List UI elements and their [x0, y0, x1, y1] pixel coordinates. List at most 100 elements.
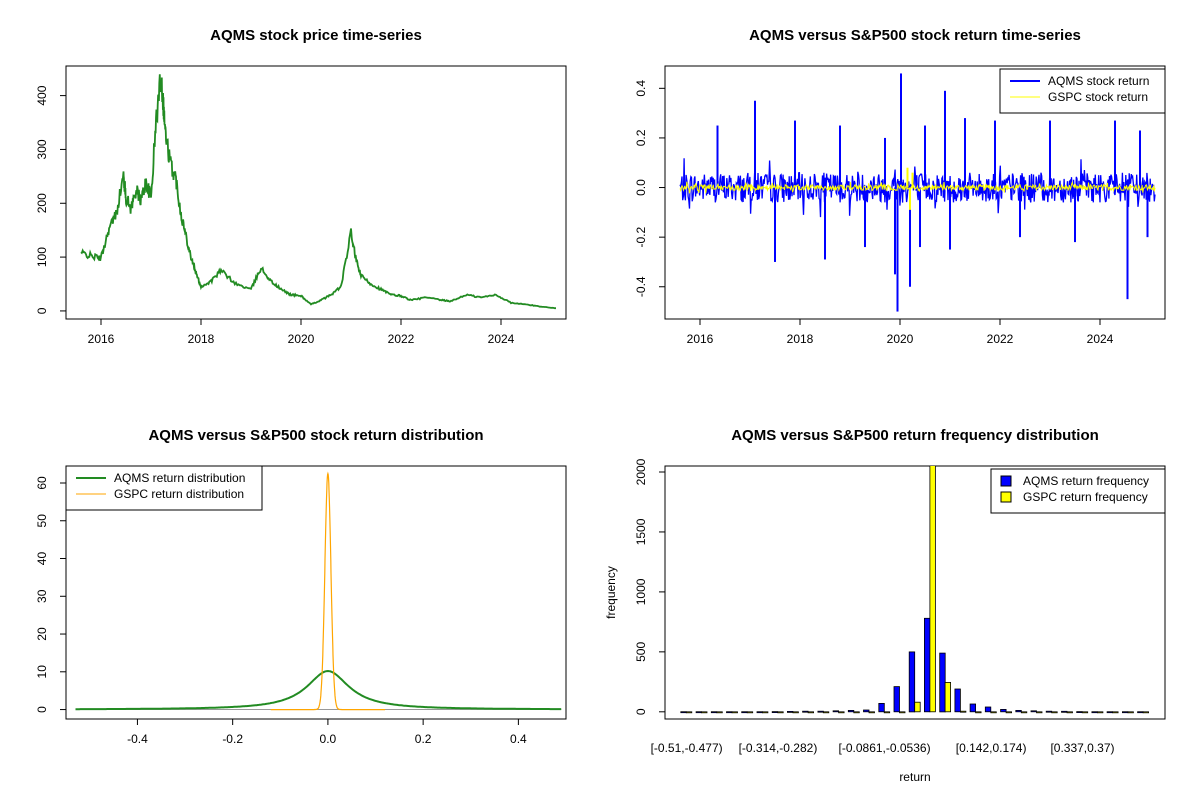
plot-frame [65, 465, 567, 720]
hist-bar-1 [716, 711, 723, 714]
hist-bar-1 [868, 711, 875, 714]
hist-bar-1 [777, 711, 784, 714]
hist-bar-0 [878, 703, 885, 713]
hist-bar-0 [954, 688, 961, 713]
hist-bar-1 [1142, 711, 1149, 714]
hist-bar-0 [817, 710, 824, 713]
hist-bar-1 [701, 711, 708, 714]
legend-label: AQMS return frequency [1023, 474, 1149, 488]
hist-bar-0 [710, 711, 718, 714]
x-tick-label: 0.2 [415, 732, 432, 746]
x-tick-label: 2018 [188, 332, 215, 346]
hist-bar-1 [975, 711, 982, 714]
hist-bar-0 [984, 706, 992, 713]
density-curve-0 [75, 669, 562, 711]
hist-bar-0 [1091, 711, 1098, 714]
hist-bar-0 [802, 710, 809, 713]
legend-label: AQMS stock return [1048, 74, 1149, 88]
plot-frame [664, 465, 1166, 720]
density-curve-1 [270, 471, 385, 711]
plot-title: AQMS stock price time-series [210, 27, 422, 44]
hist-bar-0 [1030, 710, 1037, 713]
hist-bar-0 [756, 711, 763, 714]
y-tick-label: 50 [35, 514, 49, 528]
y-tick-label: 0.0 [634, 179, 648, 196]
y-tick-label: 300 [35, 139, 49, 159]
y-tick-label: 200 [35, 193, 49, 213]
y-tick-label: 0.4 [634, 80, 648, 97]
plot-title: AQMS versus S&P500 return frequency dist… [731, 427, 1099, 444]
hist-bar-0 [695, 711, 702, 714]
hist-bar-0 [863, 709, 870, 713]
legend-label: GSPC stock return [1048, 90, 1148, 104]
plot-title: AQMS versus S&P500 stock return distribu… [148, 427, 483, 444]
x-tick-label: 2022 [388, 332, 415, 346]
hist-bar-1 [1005, 711, 1012, 714]
x-tick-label: [0.142,0.174) [956, 741, 1027, 755]
x-tick-label: -0.2 [222, 732, 243, 746]
y-tick-label: 0 [35, 307, 49, 314]
plot-density: AQMS versus S&P500 stock return distribu… [35, 427, 567, 746]
x-tick-label: 2024 [488, 332, 515, 346]
legend-box [999, 68, 1166, 114]
return-series-1 [679, 180, 1156, 194]
x-tick-label: -0.4 [127, 732, 148, 746]
hist-bar-0 [1000, 709, 1007, 713]
x-tick-label: 0.0 [320, 732, 337, 746]
hist-bar-1 [960, 710, 967, 713]
price-line [80, 74, 556, 310]
hist-bar-0 [924, 617, 931, 713]
x-tick-label: 2024 [1087, 332, 1114, 346]
hist-bar-0 [939, 652, 946, 713]
x-tick-label: 2020 [887, 332, 914, 346]
y-tick-label: 0 [634, 708, 648, 715]
hist-bar-1 [731, 711, 738, 714]
y-axis-label: frequency [604, 566, 618, 619]
y-tick-label: 500 [634, 642, 648, 662]
plot-hist: AQMS versus S&P500 return frequency dist… [604, 427, 1166, 784]
y-tick-label: -0.4 [634, 276, 648, 297]
hist-bar-1 [1081, 711, 1089, 714]
legend-swatch [1000, 475, 1012, 487]
legend-label: GSPC return distribution [114, 487, 244, 501]
x-tick-label: [-0.314,-0.282) [739, 741, 818, 755]
x-tick-label: [0.337,0.37) [1050, 741, 1114, 755]
hist-bar-0 [741, 711, 748, 714]
hist-bar-0 [1061, 710, 1068, 713]
legend-box [65, 465, 263, 511]
y-tick-label: 10 [35, 665, 49, 679]
x-tick-label: 2022 [987, 332, 1014, 346]
y-tick-label: 0.2 [634, 129, 648, 146]
hist-bar-0 [908, 651, 916, 713]
plot-returns: AQMS versus S&P500 stock return time-ser… [634, 27, 1166, 346]
plot-title: AQMS versus S&P500 stock return time-ser… [749, 27, 1081, 44]
hist-bar-1 [1036, 711, 1043, 714]
hist-bar-0 [787, 711, 794, 713]
plot-price: AQMS stock price time-series 2016 2018 2020… [35, 27, 567, 346]
y-tick-label: 0 [35, 706, 49, 713]
hist-bar-1 [685, 711, 693, 714]
y-tick-label: 2000 [634, 458, 648, 485]
x-tick-label: 2016 [687, 332, 714, 346]
hist-bar-0 [1106, 711, 1113, 714]
hist-bar-1 [1051, 711, 1058, 714]
x-tick-label: 2020 [288, 332, 315, 346]
x-tick-label: 2016 [88, 332, 115, 346]
hist-bar-1 [746, 711, 754, 714]
x-tick-label: 2018 [787, 332, 814, 346]
hist-bar-0 [832, 710, 839, 713]
hist-bar-0 [893, 686, 900, 713]
y-tick-label: -0.2 [634, 226, 648, 247]
hist-bar-0 [726, 711, 733, 714]
legend-label: AQMS return distribution [114, 471, 245, 485]
hist-bar-0 [1045, 710, 1053, 713]
hist-bar-1 [853, 711, 860, 714]
hist-bar-1 [944, 682, 951, 713]
legend-label: GSPC return frequency [1023, 490, 1148, 504]
hist-bar-1 [1112, 711, 1119, 714]
legend-swatch [1000, 491, 1012, 503]
hist-bar-1 [899, 711, 906, 714]
hist-bar-1 [807, 711, 814, 714]
